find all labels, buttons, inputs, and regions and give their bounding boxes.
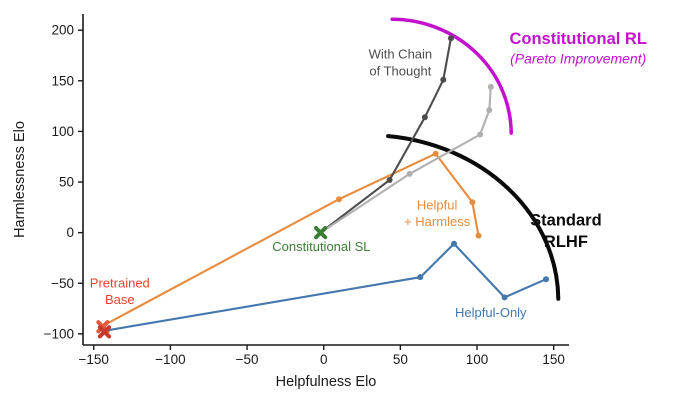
y-tick-label: 0 — [66, 225, 74, 240]
standard-rlhf-label: Standard — [530, 212, 602, 230]
x-tick-label: 0 — [320, 352, 328, 367]
series-helpful-harmless-point — [469, 199, 476, 206]
x-tick-label: −50 — [236, 352, 259, 367]
series-constitutional-rl-with-cot-point — [447, 35, 454, 42]
x-tick-label: −150 — [79, 352, 109, 367]
y-tick-label: −50 — [51, 276, 74, 291]
series-helpful-harmless-point — [432, 150, 439, 157]
x-tick-label: −100 — [155, 352, 185, 367]
y-axis-label: Harmlessness Elo — [12, 121, 28, 238]
helpful-harmless-label: + Harmless — [404, 214, 471, 229]
series-helpful-harmless-point — [475, 232, 482, 239]
pretrained-base-lower-x-marker — [97, 325, 112, 339]
series-constitutional-rl-no-cot-point — [406, 170, 413, 177]
helpful-harmless-label: Helpful — [417, 198, 458, 213]
x-tick-label: 50 — [393, 352, 408, 367]
x-tick-label: 150 — [542, 352, 565, 367]
series-constitutional-rl-no-cot-point — [486, 107, 493, 114]
helpful-only-label: Helpful-Only — [455, 305, 527, 320]
series-helpful-only-point — [543, 276, 550, 283]
series-helpful-only-point — [417, 274, 424, 281]
pretrained-base-label: Base — [105, 292, 135, 307]
series-constitutional-rl-no-cot-point — [487, 83, 494, 90]
y-tick-label: −100 — [44, 326, 74, 341]
with-chain-of-thought-label: With Chain — [369, 47, 433, 62]
series-helpful-harmless-point — [336, 196, 343, 203]
y-tick-label: 200 — [51, 23, 74, 38]
series-constitutional-rl-with-cot-point — [440, 76, 447, 83]
pretrained-base-lower-x-stroke — [97, 325, 112, 339]
constitutional-rl-title: Constitutional RL — [509, 30, 646, 48]
x-axis-label: Helpfulness Elo — [276, 374, 377, 390]
y-tick-label: 100 — [51, 124, 74, 139]
constitutional-rl-frontier-arc — [390, 17, 513, 135]
series-constitutional-rl-with-cot-point — [421, 114, 428, 121]
pareto-improvement-subtitle: (Pareto Improvement) — [510, 50, 646, 66]
y-tick-label: 150 — [51, 73, 74, 88]
constitutional-sl-x-stroke — [314, 226, 328, 240]
series-constitutional-rl-no-cot-point — [477, 131, 484, 138]
series-constitutional-rl-with-cot-point — [386, 177, 393, 184]
series-helpful-only-point — [501, 294, 508, 301]
constitutional-sl-label: Constitutional SL — [272, 239, 370, 254]
with-chain-of-thought-label: of Thought — [369, 63, 431, 78]
constitutional-sl-x-marker — [314, 226, 328, 240]
standard-rlhf-frontier-arc — [386, 134, 561, 301]
y-tick-label: 50 — [59, 175, 74, 190]
standard-rlhf-label: RLHF — [544, 233, 588, 251]
series-helpful-only-point — [451, 240, 458, 247]
pretrained-base-label: Pretrained — [90, 275, 150, 290]
x-tick-label: 100 — [466, 352, 489, 367]
